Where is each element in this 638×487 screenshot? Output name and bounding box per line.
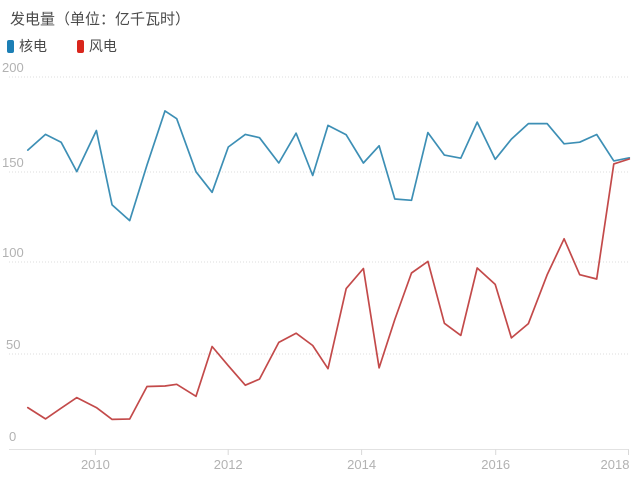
svg-text:50: 50 xyxy=(6,337,20,352)
svg-text:2014: 2014 xyxy=(347,457,376,472)
svg-text:100: 100 xyxy=(2,245,24,260)
svg-text:2010: 2010 xyxy=(81,457,110,472)
svg-text:2012: 2012 xyxy=(214,457,243,472)
svg-text:2018: 2018 xyxy=(601,457,630,472)
svg-text:0: 0 xyxy=(9,429,16,444)
svg-text:150: 150 xyxy=(2,155,24,170)
svg-text:2016: 2016 xyxy=(481,457,510,472)
svg-text:200: 200 xyxy=(2,60,24,75)
